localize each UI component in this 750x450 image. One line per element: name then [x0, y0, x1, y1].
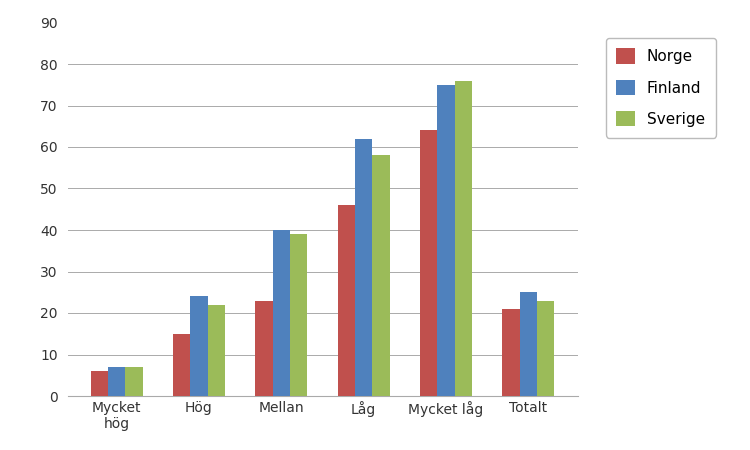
Bar — [338, 205, 355, 396]
Bar — [503, 309, 520, 396]
Bar — [173, 334, 190, 396]
Bar — [420, 130, 437, 396]
Legend: Norge, Finland, Sverige: Norge, Finland, Sverige — [605, 38, 715, 138]
Bar — [437, 85, 454, 396]
Bar — [190, 297, 208, 396]
Bar — [256, 301, 273, 396]
Bar — [520, 292, 537, 396]
Bar — [355, 139, 372, 396]
Bar — [273, 230, 290, 396]
Bar — [454, 81, 472, 396]
Bar — [372, 155, 389, 396]
Bar — [290, 234, 308, 396]
Bar — [108, 367, 125, 396]
Bar — [125, 367, 142, 396]
Bar — [91, 371, 108, 396]
Bar — [537, 301, 554, 396]
Bar — [208, 305, 225, 396]
